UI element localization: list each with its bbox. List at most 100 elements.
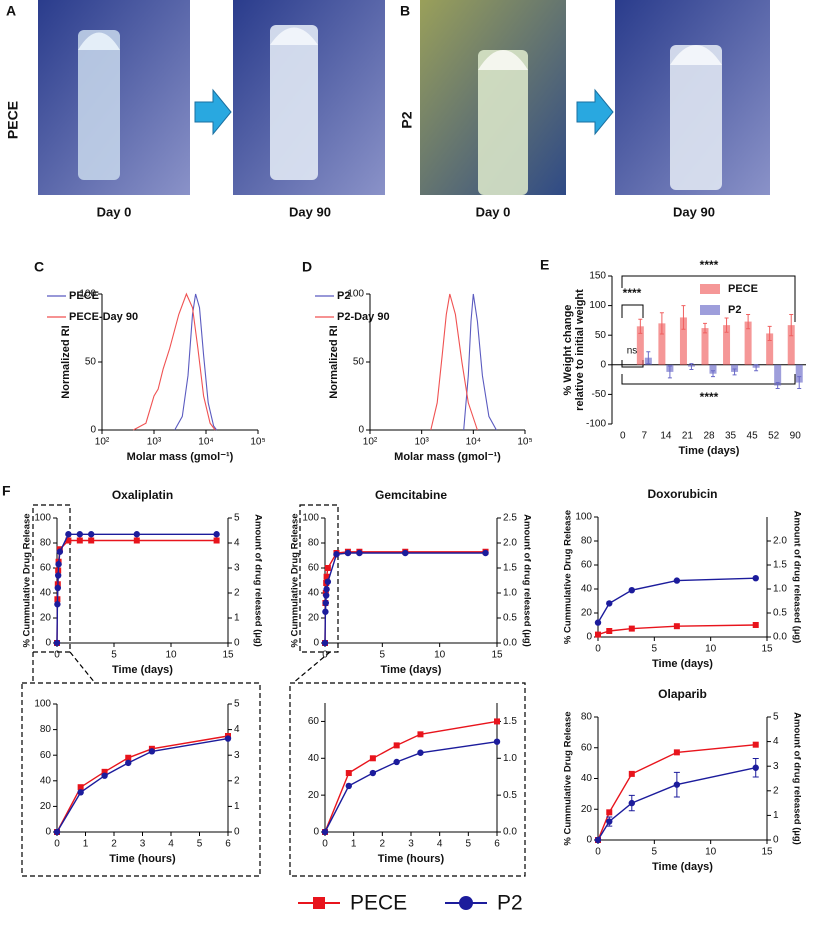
y2-tick-label: 2.0 xyxy=(503,538,517,549)
marker xyxy=(324,578,332,585)
error-bar xyxy=(732,368,737,376)
marker xyxy=(673,781,681,788)
x-tick-label: 0 xyxy=(620,431,626,442)
marker xyxy=(88,537,95,544)
series-line xyxy=(324,552,486,644)
y-tick-label: 100 xyxy=(575,512,592,523)
y-tick-label: 100 xyxy=(34,699,51,710)
annotation: **** xyxy=(700,258,719,272)
series-line xyxy=(463,293,497,431)
legend-swatch xyxy=(459,896,473,910)
x-tick-label: 28 xyxy=(703,431,715,442)
marker xyxy=(595,631,601,638)
marker xyxy=(56,548,64,555)
y2-axis-label: Amount of drug released (µg) xyxy=(791,511,802,644)
x-tick-label: 15 xyxy=(761,644,773,655)
marker xyxy=(606,600,613,607)
y-tick-label: 40 xyxy=(308,588,320,599)
marker xyxy=(324,565,331,571)
x-axis-label: Molar mass (gmol⁻¹) xyxy=(394,451,501,463)
marker xyxy=(356,549,363,557)
marker xyxy=(125,759,132,767)
y2-tick-label: 1 xyxy=(773,810,779,821)
y-tick-label: 80 xyxy=(581,712,593,723)
marker xyxy=(628,625,635,632)
panel-label: B xyxy=(400,3,410,19)
marker xyxy=(213,531,220,538)
marker xyxy=(606,809,613,816)
x-tick-label: 10 xyxy=(165,650,177,661)
x-tick-label: 15 xyxy=(491,650,503,661)
legend-label: PECE-Day 90 xyxy=(69,311,138,323)
marker xyxy=(628,799,635,807)
marker xyxy=(417,731,424,738)
annotation: **** xyxy=(623,286,642,300)
bar xyxy=(744,321,752,365)
marker xyxy=(148,748,156,755)
y-axis-label: Normalized RI xyxy=(328,325,340,398)
marker xyxy=(417,749,424,756)
photo xyxy=(233,0,385,195)
caption: Day 0 xyxy=(476,204,511,219)
y2-tick-label: 0 xyxy=(234,827,240,838)
x-tick-label: 52 xyxy=(768,431,780,442)
x-axis-label: Time (days) xyxy=(679,445,740,457)
x-tick-label: 7 xyxy=(642,431,648,442)
legend-swatch xyxy=(700,305,720,315)
series-line xyxy=(324,551,486,644)
y2-tick-label: 0.0 xyxy=(503,638,517,649)
legend-label: P2 xyxy=(337,290,350,302)
y-tick-label: 40 xyxy=(581,773,593,784)
y-tick-label: 0 xyxy=(586,632,592,643)
marker xyxy=(54,601,61,608)
panel-label: D xyxy=(302,259,312,275)
error-bar xyxy=(638,318,643,334)
series-line xyxy=(56,533,217,644)
y-axis-label: Normalized RI xyxy=(60,325,72,398)
y2-tick-label: 0.5 xyxy=(503,613,517,624)
y-tick-label: 50 xyxy=(85,357,97,368)
y-axis-label: % Cummulative Drug Release xyxy=(290,513,301,647)
x-axis-label: Time (days) xyxy=(652,861,713,873)
y-tick-label: 100 xyxy=(302,513,319,524)
y2-tick-label: 5 xyxy=(234,699,240,710)
chart-title: Oxaliplatin xyxy=(112,488,173,502)
y-tick-label: 0 xyxy=(90,425,96,436)
bar xyxy=(636,326,644,365)
legend-label: P2-Day 90 xyxy=(337,311,390,323)
x-tick-label: 5 xyxy=(652,644,658,655)
y-tick-label: 50 xyxy=(353,357,365,368)
series-line xyxy=(56,737,229,833)
marker xyxy=(54,572,62,579)
y2-tick-label: 0.0 xyxy=(503,827,517,838)
y2-tick-label: 1.0 xyxy=(503,588,517,599)
x-tick-label: 3 xyxy=(140,839,146,850)
x-tick-label: 0 xyxy=(322,839,328,850)
y-tick-label: 100 xyxy=(589,300,606,311)
y2-tick-label: 0 xyxy=(773,835,779,846)
y2-tick-label: 3 xyxy=(234,750,240,761)
error-bar xyxy=(646,351,651,365)
bar xyxy=(709,364,717,374)
arrow xyxy=(576,88,614,136)
marker xyxy=(77,789,84,796)
marker xyxy=(76,537,83,544)
marker xyxy=(673,577,681,584)
error-bar xyxy=(789,313,794,337)
error-bar xyxy=(703,322,707,334)
y-tick-label: 0 xyxy=(45,638,51,649)
x-tick-label: 10⁵ xyxy=(250,437,265,448)
marker xyxy=(752,622,759,628)
marker xyxy=(53,639,61,647)
legend-swatch xyxy=(313,897,325,909)
panel-label: F xyxy=(2,483,11,499)
y-tick-label: 20 xyxy=(581,804,593,815)
marker xyxy=(88,531,95,538)
marker xyxy=(482,549,489,557)
x-tick-label: 35 xyxy=(725,431,737,442)
y2-tick-label: 2 xyxy=(234,775,240,786)
x-axis-label: Time (days) xyxy=(112,664,173,676)
marker xyxy=(606,818,613,825)
bar xyxy=(766,333,774,365)
